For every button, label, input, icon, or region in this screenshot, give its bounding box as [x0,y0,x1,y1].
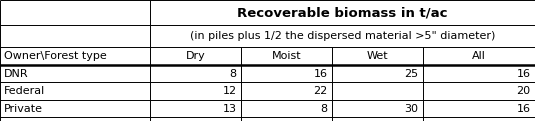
Text: 20: 20 [517,86,531,96]
Text: 25: 25 [404,68,418,79]
Text: 13: 13 [223,104,236,114]
Text: Private: Private [4,104,43,114]
Text: 16: 16 [517,104,531,114]
Text: 12: 12 [223,86,236,96]
Text: Recoverable biomass in t/ac: Recoverable biomass in t/ac [237,6,448,19]
Text: 8: 8 [230,68,236,79]
Text: 8: 8 [320,104,327,114]
Text: All: All [472,51,486,61]
Text: 16: 16 [517,68,531,79]
Text: Dry: Dry [186,51,205,61]
Text: Owner\Forest type: Owner\Forest type [4,51,107,61]
Text: Federal: Federal [4,86,45,96]
Text: 30: 30 [404,104,418,114]
Text: Moist: Moist [271,51,301,61]
Text: 22: 22 [313,86,327,96]
Text: DNR: DNR [4,68,29,79]
Text: 16: 16 [314,68,327,79]
Text: Wet: Wet [366,51,388,61]
Text: (in piles plus 1/2 the dispersed material >5" diameter): (in piles plus 1/2 the dispersed materia… [190,31,495,41]
